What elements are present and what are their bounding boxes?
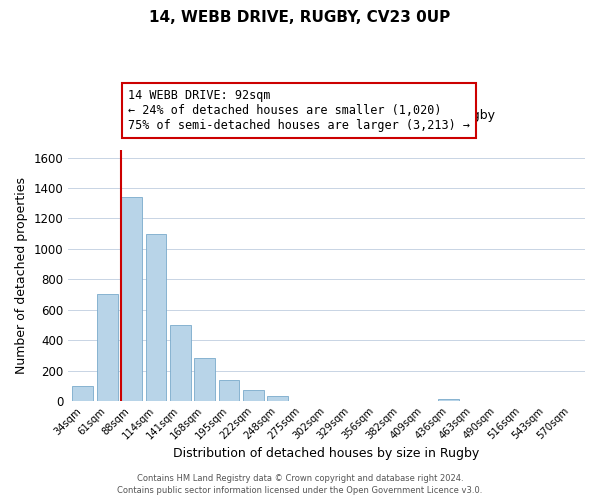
X-axis label: Distribution of detached houses by size in Rugby: Distribution of detached houses by size …: [173, 447, 480, 460]
Bar: [73, 386, 93, 401]
Text: 14, WEBB DRIVE, RUGBY, CV23 0UP: 14, WEBB DRIVE, RUGBY, CV23 0UP: [149, 10, 451, 25]
Bar: [243, 390, 264, 401]
Bar: [170, 325, 191, 401]
Bar: [194, 358, 215, 401]
Bar: [268, 396, 288, 401]
Bar: [121, 197, 142, 401]
Bar: [146, 234, 166, 401]
Y-axis label: Number of detached properties: Number of detached properties: [15, 177, 28, 374]
Text: 14 WEBB DRIVE: 92sqm
← 24% of detached houses are smaller (1,020)
75% of semi-de: 14 WEBB DRIVE: 92sqm ← 24% of detached h…: [128, 90, 470, 132]
Text: Contains HM Land Registry data © Crown copyright and database right 2024.
Contai: Contains HM Land Registry data © Crown c…: [118, 474, 482, 495]
Bar: [97, 294, 118, 401]
Bar: [438, 399, 459, 401]
Bar: [219, 380, 239, 401]
Title: Size of property relative to detached houses in Rugby: Size of property relative to detached ho…: [158, 110, 495, 122]
